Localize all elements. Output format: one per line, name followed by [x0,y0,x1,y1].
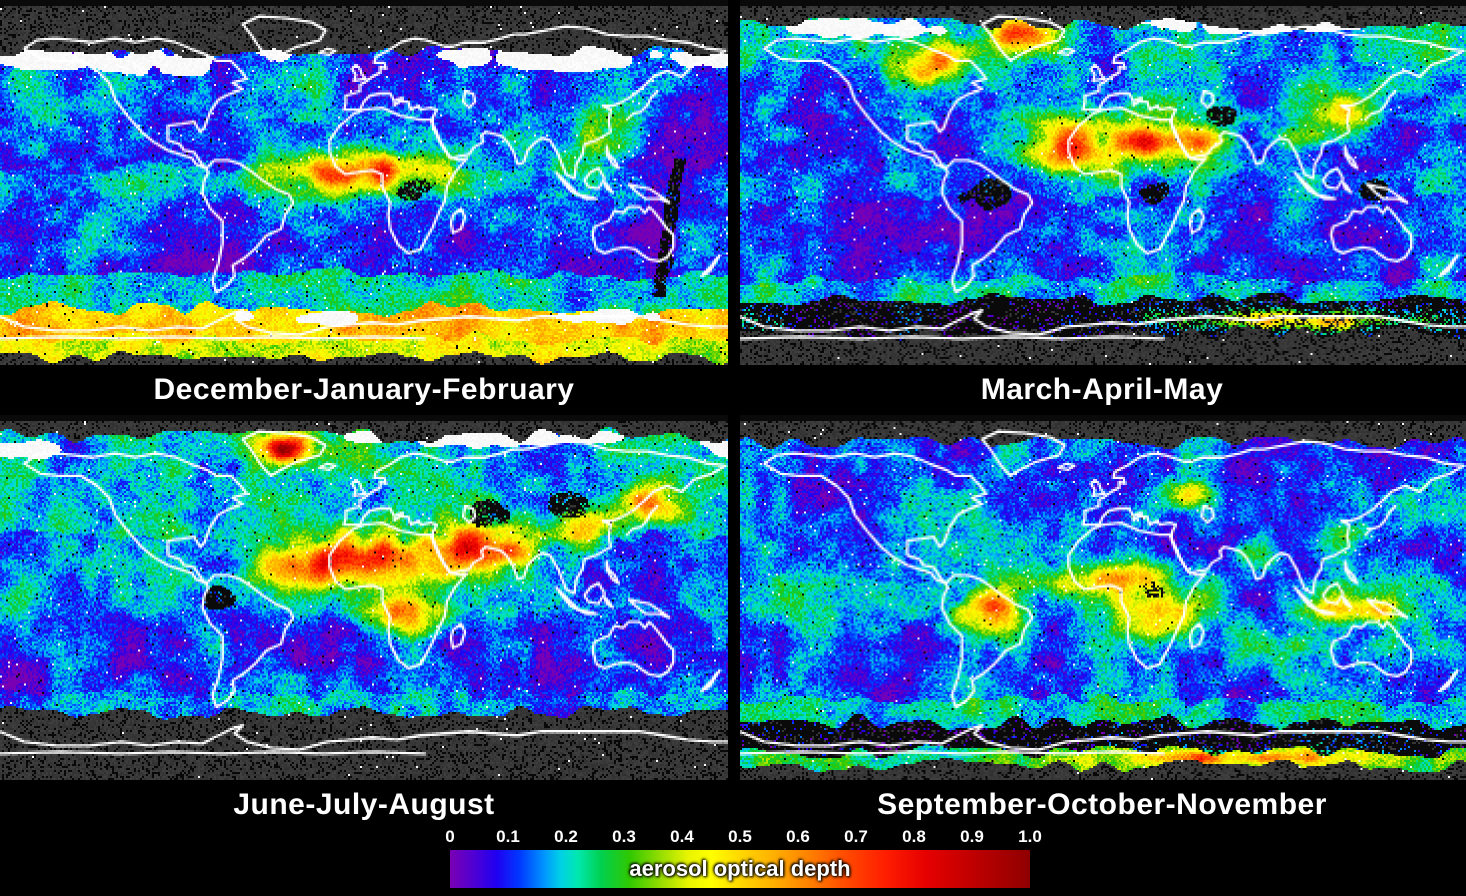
colorbar-tick: 0.6 [786,827,810,846]
colorbar-tick: 0.5 [728,827,752,846]
colorbar-tick: 1.0 [1018,827,1042,846]
colorbar-tick: 0.2 [554,827,578,846]
map-panel-mam [740,0,1466,365]
colorbar-tick: 0.9 [960,827,984,846]
colorbar-tick: 0 [445,827,455,846]
colorbar-tick: 0.1 [496,827,520,846]
colorbar-ticks: 0 0.1 0.2 0.3 0.4 0.5 0.6 0.7 0.8 0.9 1.0 [445,827,1042,849]
map-panel-son [740,415,1466,780]
caption-djf: December-January-February [153,373,575,406]
colorbar-tick: 0.3 [612,827,636,846]
map-panel-jja [0,415,728,780]
aerosol-map-jja-canvas [0,415,728,780]
colorbar-tick: 0.7 [844,827,868,846]
colorbar-tick: 0.8 [902,827,926,846]
caption-jja: June-July-August [233,788,495,821]
aerosol-map-djf-canvas [0,0,728,365]
colorbar-gradient: aerosol optical depth [450,850,1030,888]
map-panel-djf [0,0,728,365]
caption-mam: March-April-May [980,373,1224,406]
colorbar-label: aerosol optical depth [629,856,851,881]
aerosol-map-mam-canvas [740,0,1466,365]
aerosol-map-son-canvas [740,415,1466,780]
colorbar-tick: 0.4 [670,827,694,846]
caption-son: September-October-November [877,788,1327,821]
